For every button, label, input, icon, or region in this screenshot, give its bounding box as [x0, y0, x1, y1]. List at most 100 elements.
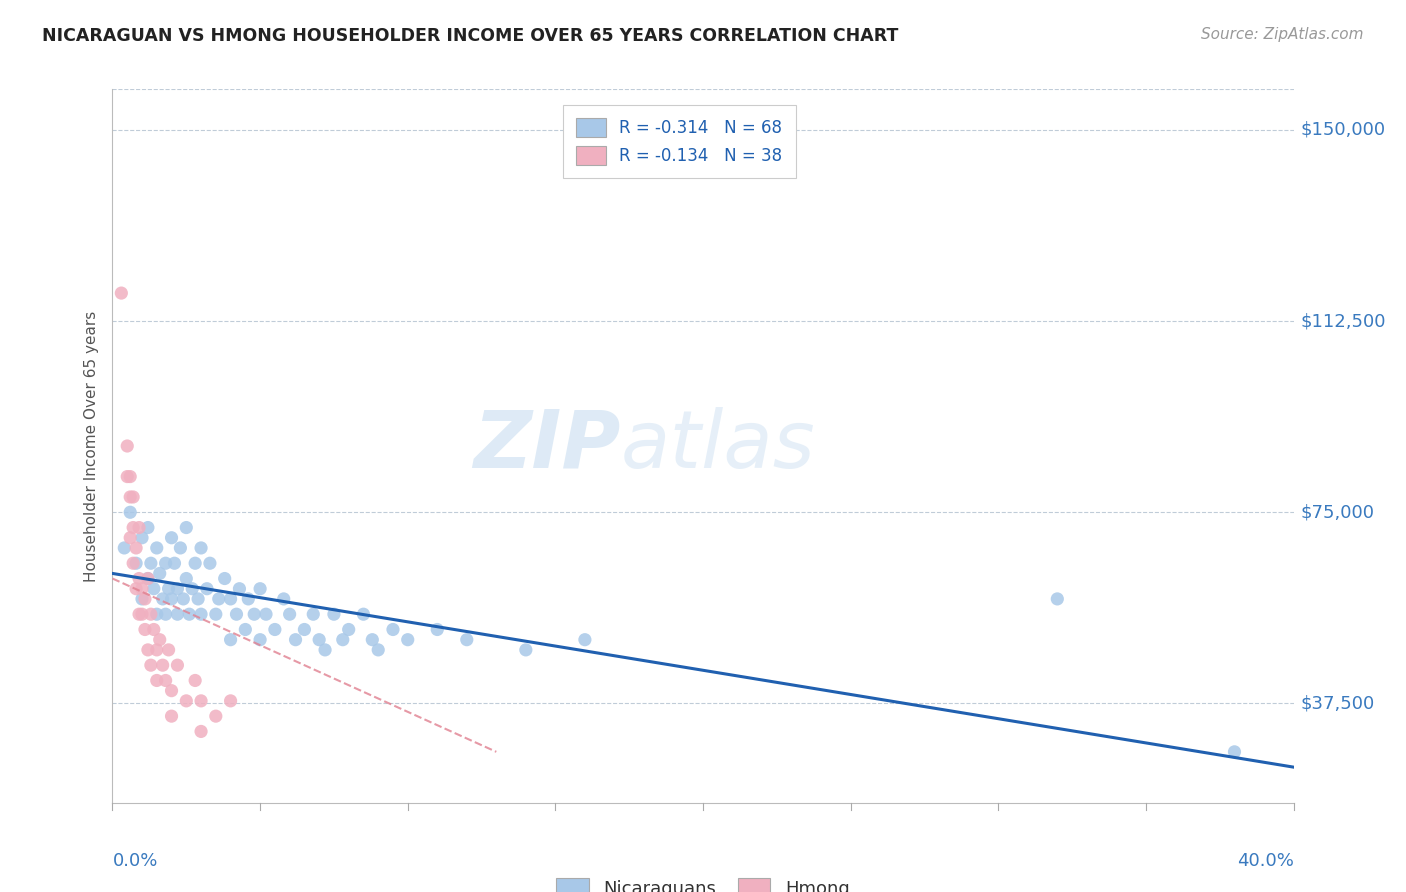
Point: [214, 572, 236, 586]
Point: [139, 658, 162, 673]
Text: atlas: atlas: [620, 407, 815, 485]
Point: [184, 673, 207, 688]
Point: [117, 469, 138, 483]
Point: [198, 556, 221, 570]
Point: [163, 556, 186, 570]
Text: $37,500: $37,500: [1301, 694, 1375, 713]
Point: [136, 572, 159, 586]
Text: NICARAGUAN VS HMONG HOUSEHOLDER INCOME OVER 65 YEARS CORRELATION CHART: NICARAGUAN VS HMONG HOUSEHOLDER INCOME O…: [42, 27, 898, 45]
Point: [515, 643, 537, 657]
Text: $112,500: $112,500: [1301, 312, 1386, 330]
Text: $150,000: $150,000: [1301, 121, 1386, 139]
Point: [128, 520, 150, 534]
Point: [112, 541, 135, 555]
Point: [456, 632, 478, 647]
Point: [155, 607, 177, 622]
Point: [308, 632, 330, 647]
Point: [152, 658, 174, 673]
Point: [219, 694, 242, 708]
Point: [382, 623, 405, 637]
Point: [134, 591, 156, 606]
Text: Source: ZipAtlas.com: Source: ZipAtlas.com: [1201, 27, 1364, 42]
Point: [131, 591, 153, 606]
Point: [172, 591, 194, 606]
Point: [205, 607, 228, 622]
Point: [149, 632, 172, 647]
Point: [233, 623, 256, 637]
Point: [160, 591, 183, 606]
Point: [426, 623, 449, 637]
Point: [125, 556, 148, 570]
Legend: Nicaraguans, Hmong: Nicaraguans, Hmong: [547, 869, 859, 892]
Point: [174, 520, 197, 534]
Point: [228, 582, 250, 596]
Point: [323, 607, 346, 622]
Point: [190, 607, 212, 622]
Point: [208, 591, 231, 606]
Point: [131, 531, 153, 545]
Point: [205, 709, 228, 723]
Point: [190, 694, 212, 708]
Point: [284, 632, 307, 647]
Point: [219, 632, 242, 647]
Point: [243, 607, 266, 622]
Point: [139, 607, 162, 622]
Point: [128, 572, 150, 586]
Point: [142, 582, 165, 596]
Point: [273, 591, 295, 606]
Point: [187, 591, 209, 606]
Point: [160, 683, 183, 698]
Point: [174, 694, 197, 708]
Point: [125, 582, 148, 596]
Point: [314, 643, 336, 657]
Point: [125, 541, 148, 555]
Point: [249, 632, 271, 647]
Point: [157, 643, 180, 657]
Point: [117, 439, 138, 453]
Point: [396, 632, 419, 647]
Point: [195, 582, 218, 596]
Point: [146, 607, 169, 622]
Point: [166, 582, 188, 596]
Point: [238, 591, 260, 606]
Point: [120, 505, 142, 519]
Point: [179, 607, 201, 622]
Point: [152, 591, 174, 606]
Point: [146, 673, 169, 688]
Point: [174, 572, 197, 586]
Point: [1046, 591, 1069, 606]
Text: 0.0%: 0.0%: [112, 852, 157, 870]
Point: [574, 632, 596, 647]
Point: [160, 531, 183, 545]
Point: [302, 607, 325, 622]
Point: [169, 541, 191, 555]
Point: [184, 556, 207, 570]
Point: [136, 520, 159, 534]
Point: [1223, 745, 1246, 759]
Point: [122, 490, 145, 504]
Point: [219, 591, 242, 606]
Point: [131, 582, 153, 596]
Point: [136, 572, 159, 586]
Point: [122, 520, 145, 534]
Point: [120, 490, 142, 504]
Point: [264, 623, 287, 637]
Point: [157, 582, 180, 596]
Point: [225, 607, 247, 622]
Point: [155, 673, 177, 688]
Point: [136, 643, 159, 657]
Point: [110, 286, 132, 301]
Point: [134, 623, 156, 637]
Point: [142, 623, 165, 637]
Point: [131, 607, 153, 622]
Y-axis label: Householder Income Over 65 years: Householder Income Over 65 years: [83, 310, 98, 582]
Point: [181, 582, 204, 596]
Point: [166, 658, 188, 673]
Point: [155, 556, 177, 570]
Point: [292, 623, 315, 637]
Point: [352, 607, 374, 622]
Point: [139, 556, 162, 570]
Point: [254, 607, 277, 622]
Point: [120, 531, 142, 545]
Point: [190, 724, 212, 739]
